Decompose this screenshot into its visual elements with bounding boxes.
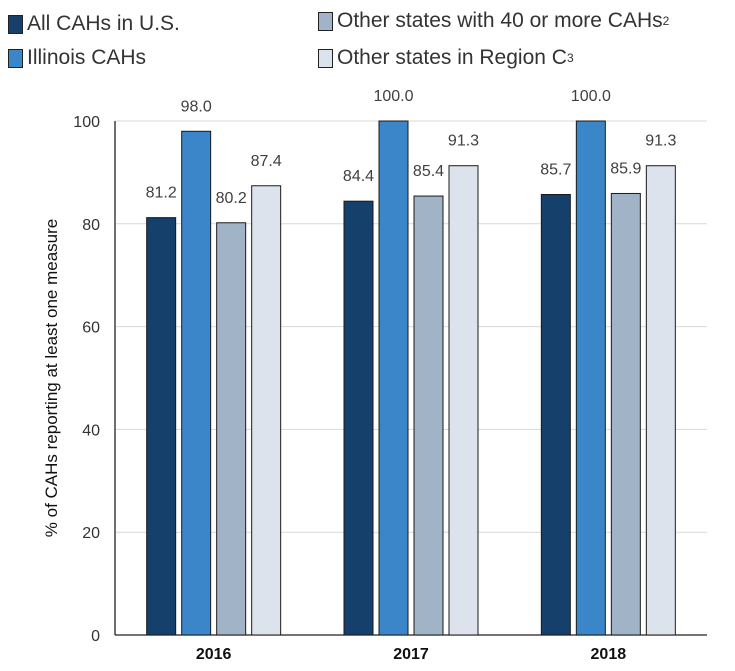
y-tick-label: 100 [73, 114, 100, 131]
bar-2018-series-3 [610, 192, 641, 636]
data-label: 87.4 [251, 153, 282, 170]
y-tick-label: 20 [82, 525, 100, 542]
bar-2016-series-1 [146, 217, 177, 636]
value-labels: 81.298.080.287.484.4100.085.491.385.7100… [146, 88, 677, 207]
bar-2017-series-3 [413, 195, 444, 636]
y-tick-label: 0 [91, 628, 100, 645]
bar-2017-series-4 [448, 165, 479, 636]
legend-label-region-c: Other states in Region C [337, 46, 567, 69]
bar-2016-series-2 [181, 130, 212, 636]
legend-footnote-region-c: 3 [566, 51, 574, 65]
bars [146, 120, 676, 636]
x-tick-label: 2017 [393, 646, 429, 663]
bar-2016-series-4 [251, 185, 282, 636]
bar-2016-series-3 [216, 222, 247, 636]
x-tick-label: 2018 [591, 646, 627, 663]
data-label: 80.2 [216, 190, 247, 207]
data-label: 81.2 [146, 185, 177, 202]
y-tick-label: 40 [82, 422, 100, 439]
x-axis-ticks: 2016 2017 2018 [196, 646, 626, 663]
bar-2018-series-1 [540, 194, 571, 636]
data-label: 100.0 [571, 88, 611, 105]
data-label: 91.3 [645, 133, 676, 150]
data-label: 98.0 [181, 98, 212, 115]
legend-footnote-other-40: 2 [662, 14, 670, 28]
data-label: 85.9 [610, 160, 641, 177]
legend-label-all-cahs: All CAHs in U.S. [27, 12, 180, 35]
legend-swatch-region-c [318, 48, 333, 68]
legend-label-other-40: Other states with 40 or more CAHs [337, 9, 663, 32]
legend-item-all-cahs: All CAHs in U.S. [8, 12, 180, 36]
legend-swatch-illinois [8, 48, 23, 68]
bar-2017-series-2 [378, 120, 409, 636]
data-label: 91.3 [448, 133, 479, 150]
bar-2018-series-2 [575, 120, 606, 636]
legend-swatch-other-40 [318, 11, 333, 31]
legend-label-illinois: Illinois CAHs [27, 46, 147, 69]
data-label: 85.4 [413, 163, 444, 180]
y-tick-label: 80 [82, 217, 100, 234]
data-label: 84.4 [343, 168, 374, 185]
legend-item-illinois: Illinois CAHs [8, 46, 146, 70]
y-axis-ticks: 0 20 40 60 80 100 [73, 114, 100, 645]
legend-swatch-all-cahs [8, 14, 23, 34]
bar-2018-series-4 [645, 165, 676, 636]
y-tick-label: 60 [82, 320, 100, 337]
data-label: 85.7 [540, 162, 571, 179]
bar-2017-series-1 [343, 200, 374, 636]
grid-lines [114, 120, 707, 636]
data-label: 100.0 [373, 88, 413, 105]
legend-item-other-40: Other states with 40 or more CAHs 2 [318, 9, 669, 33]
x-tick-label: 2016 [196, 646, 232, 663]
y-axis-label: % of CAHs reporting at least one measure [42, 219, 61, 537]
